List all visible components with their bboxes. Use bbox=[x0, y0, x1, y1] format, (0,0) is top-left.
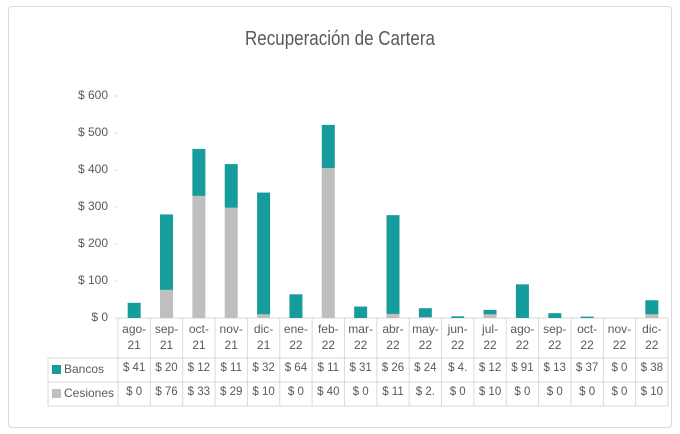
table-cell: $ 10 bbox=[252, 386, 275, 398]
table-cell: $ 0 bbox=[611, 386, 628, 398]
bar bbox=[645, 314, 659, 318]
table-cell: $ 11 bbox=[317, 362, 340, 374]
y-tick-label: $ 200 bbox=[77, 236, 108, 250]
table-cell: $ 10 bbox=[640, 386, 663, 398]
bar bbox=[192, 195, 206, 318]
table-cell: $ 31 bbox=[349, 362, 372, 374]
bar bbox=[483, 314, 497, 318]
bar bbox=[580, 316, 594, 318]
bar bbox=[289, 294, 303, 318]
table-cell: $ 40 bbox=[317, 386, 340, 398]
table-cell: $ 0 bbox=[579, 386, 596, 398]
x-tick-label: ago-21 bbox=[122, 322, 147, 352]
table-cell: $ 41 bbox=[122, 362, 146, 374]
table-cell: $ 76 bbox=[155, 386, 178, 398]
table-cell: $ 0 bbox=[449, 386, 466, 398]
x-tick-label: ene-22 bbox=[283, 322, 308, 352]
legend-key bbox=[52, 365, 61, 374]
bar bbox=[386, 215, 400, 314]
table-cell: $ 26 bbox=[381, 362, 405, 374]
x-tick-label: jul-22 bbox=[482, 322, 499, 352]
table-cell: $ 0 bbox=[126, 386, 143, 398]
x-tick-label: nov-21 bbox=[219, 322, 243, 352]
x-tick-label: feb-22 bbox=[317, 322, 339, 352]
x-tick-label: sep-21 bbox=[154, 322, 179, 352]
table-cell: $ 13 bbox=[543, 362, 566, 374]
table-cell: $ 12 bbox=[187, 362, 211, 374]
y-tick-label: $ 500 bbox=[77, 125, 108, 139]
table-cell: $ 37 bbox=[575, 362, 599, 374]
chart-title: Recuperación de Cartera bbox=[245, 28, 435, 50]
y-tick-label: $ 300 bbox=[77, 199, 108, 213]
bar bbox=[224, 164, 238, 208]
bar bbox=[224, 207, 238, 318]
x-tick-label: abr-22 bbox=[382, 322, 404, 352]
bar bbox=[451, 316, 465, 318]
x-tick-label: may-22 bbox=[412, 322, 439, 352]
bar bbox=[257, 314, 271, 318]
bar bbox=[192, 148, 206, 196]
table-cell: $ 91 bbox=[511, 362, 534, 374]
table-cell: $ 64 bbox=[284, 362, 308, 374]
bar bbox=[127, 302, 141, 318]
bar bbox=[321, 168, 335, 318]
table-cell: $ 12 bbox=[478, 362, 502, 374]
legend-key bbox=[52, 389, 61, 398]
y-tick-label: $ 0 bbox=[91, 310, 108, 324]
x-tick-label: sep-22 bbox=[543, 322, 567, 352]
table-cell: $ 0 bbox=[514, 386, 531, 398]
x-tick-label: jun-22 bbox=[447, 322, 468, 352]
legend-label: Bancos bbox=[64, 362, 105, 376]
bar bbox=[645, 300, 659, 315]
table-cell: $ 33 bbox=[187, 386, 211, 398]
x-tick-label: ago-22 bbox=[510, 322, 535, 352]
table-cell: $ 0 bbox=[352, 386, 369, 398]
table-cell: $ 2. bbox=[415, 386, 435, 398]
y-tick-label: $ 100 bbox=[77, 273, 108, 287]
table-cell: $ 4. bbox=[448, 362, 468, 374]
x-tick-label: nov-22 bbox=[607, 322, 632, 352]
bar bbox=[160, 289, 174, 318]
bar bbox=[483, 309, 497, 315]
bar bbox=[321, 124, 335, 169]
table-cell: $ 11 bbox=[382, 386, 404, 398]
bar bbox=[418, 308, 432, 318]
legend-label: Cesiones bbox=[64, 386, 115, 400]
bar bbox=[548, 313, 562, 318]
table-cell: $ 0 bbox=[611, 362, 628, 374]
x-tick-label: dic-21 bbox=[253, 322, 274, 352]
table-cell: $ 11 bbox=[220, 362, 242, 374]
bar bbox=[515, 284, 529, 318]
table-cell: $ 29 bbox=[220, 386, 243, 398]
x-tick-label: oct-22 bbox=[577, 322, 598, 352]
chart-frame bbox=[8, 6, 672, 428]
table-cell: $ 38 bbox=[640, 362, 663, 374]
bar bbox=[160, 214, 174, 290]
table-cell: $ 0 bbox=[287, 386, 304, 398]
table-cell: $ 24 bbox=[414, 362, 437, 374]
y-tick-label: $ 400 bbox=[77, 162, 108, 176]
bar bbox=[257, 192, 271, 315]
table-cell: $ 10 bbox=[478, 386, 502, 398]
y-tick-label: $ 600 bbox=[77, 88, 108, 102]
x-tick-label: oct-21 bbox=[188, 322, 209, 352]
bar bbox=[386, 313, 400, 318]
x-tick-label: dic-22 bbox=[642, 322, 662, 352]
table-cell: $ 32 bbox=[252, 362, 275, 374]
table-cell: $ 0 bbox=[546, 386, 563, 398]
bar bbox=[418, 317, 432, 318]
x-tick-label: mar-22 bbox=[348, 322, 373, 352]
bar bbox=[354, 306, 368, 318]
table-cell: $ 20 bbox=[155, 362, 178, 374]
